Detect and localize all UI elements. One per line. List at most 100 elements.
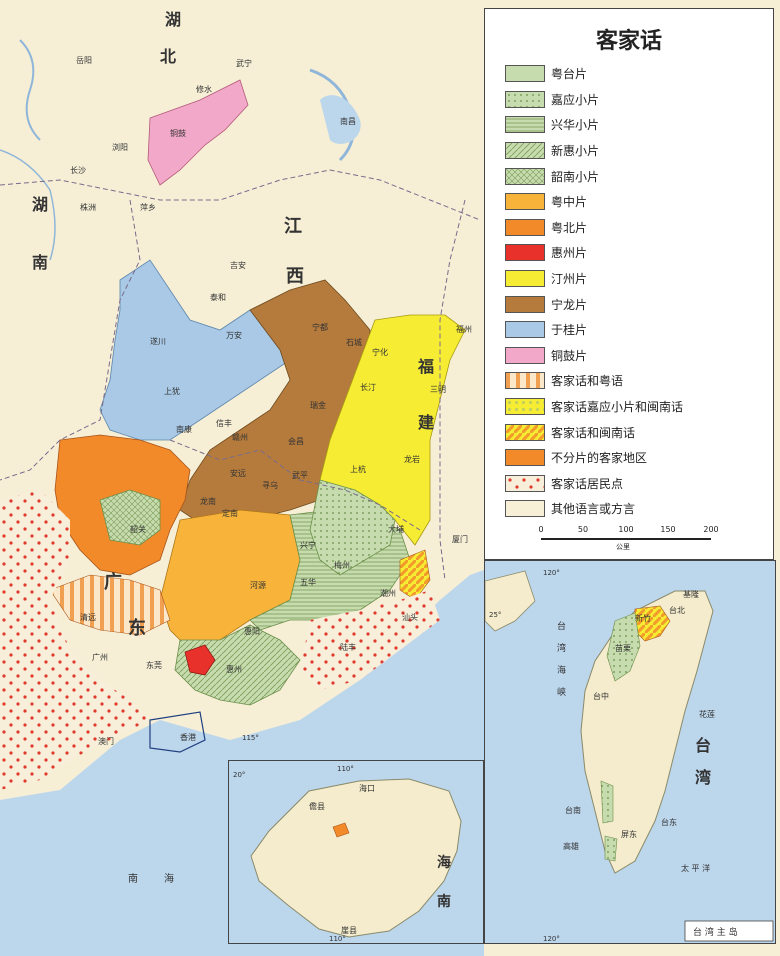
city-label: 南康 [176,424,192,434]
legend-item: 不分片的客家地区 [505,445,683,471]
legend-swatch [505,474,545,492]
city-label: 瑞金 [310,400,326,410]
legend-swatch [505,65,545,83]
city-label: 香港 [180,732,196,742]
coord-110b: 110° [329,935,346,943]
legend-item: 粤中片 [505,189,683,215]
legend-label: 韶南小片 [551,169,600,184]
region-fujian: 福 [417,357,434,376]
legend-item: 惠州片 [505,240,683,266]
hainan-map: 海口 儋县 崖县 海 南 110° 110° 20° [233,765,462,943]
legend-item: 粤台片 [505,61,683,87]
coord-110a: 110° [337,765,354,773]
city-tainan: 台南 [565,805,581,815]
legend-label: 客家话居民点 [551,476,624,491]
legend-label: 于桂片 [551,323,588,338]
scale-tick: 0 [538,525,544,534]
taiwan-map: 基隆 台北 新竹 苗栗 台中 台南 高雄 屏东 花莲 台东 台 湾 台 湾 海 … [484,569,774,943]
legend-item: 新惠小片 [505,138,683,164]
region-taiwan: 台 [695,736,711,755]
hainan-inset: 海口 儋县 崖县 海 南 110° 110° 20° [228,760,484,944]
sea-strait-2: 湾 [557,642,566,654]
legend-label: 宁龙片 [551,297,588,312]
city-label: 长汀 [360,382,376,392]
legend-item: 其他语言或方言 [505,496,683,522]
city-label: 上犹 [164,386,180,396]
city-label: 福州 [456,325,472,334]
legend-label: 兴华小片 [551,118,600,133]
city-label: 遂川 [150,336,166,346]
legend-label: 粤中片 [551,195,588,210]
legend-label: 汀州片 [551,272,588,287]
city-label: 清远 [80,612,96,622]
scale-bar: 0 50 100 150 200 公里 [538,525,718,555]
legend-item: 铜鼓片 [505,343,683,369]
city-label: 武平 [292,470,308,480]
city-gaoxiong: 高雄 [563,841,579,851]
legend-item: 兴华小片 [505,112,683,138]
city-label: 汕头 [402,612,418,622]
city-label: 株洲 [80,202,96,212]
city-label: 韶关 [130,524,146,534]
legend-item: 于桂片 [505,317,683,343]
city-label: 惠州 [226,664,242,674]
city-label: 梅州 [334,560,350,570]
city-label: 安远 [230,468,246,478]
city-taizhong: 台中 [593,691,609,701]
city-label: 兴宁 [300,540,316,550]
city-label: 吉安 [230,260,246,270]
scale-line [541,538,711,540]
legend-item: 客家话和闽南话 [505,419,683,445]
region-hubei-2: 北 [160,47,176,66]
city-danzhou: 儋县 [309,801,325,811]
legend-item: 客家话和粤语 [505,368,683,394]
legend-swatch [505,90,545,108]
legend-swatch [505,398,545,416]
coord-25: 25° [489,611,501,619]
city-label: 泰和 [210,292,226,302]
legend-swatch [505,244,545,262]
city-taibei: 台北 [669,605,685,615]
sea-strait-4: 峡 [557,686,566,698]
coord-120b: 120° [543,935,560,943]
legend-label: 嘉应小片 [551,92,600,107]
sea-pacific: 太 平 洋 [681,863,710,873]
legend-swatch [505,116,545,134]
legend-list: 粤台片嘉应小片兴华小片新惠小片韶南小片粤中片粤北片惠州片汀州片宁龙片于桂片铜鼓片… [505,61,683,522]
city-label: 浏阳 [112,142,128,152]
sea-south-2: 海 [164,872,174,885]
city-label: 潮州 [380,588,396,598]
legend-swatch [505,193,545,211]
city-label: 澳门 [98,736,114,746]
legend-label: 客家话和粤语 [551,374,624,389]
legend-swatch [505,167,545,185]
city-label: 石城 [346,338,362,347]
region-taiwan-2: 湾 [695,768,711,787]
legend-swatch [505,142,545,160]
region-guangdong-2: 东 [128,617,146,639]
city-label: 寻乌 [262,480,278,490]
city-label: 萍乡 [140,202,156,212]
city-label: 河源 [250,580,266,590]
city-haikou: 海口 [359,783,375,793]
sea-south: 南 [128,872,138,885]
region-jiangxi-2: 西 [286,266,304,287]
legend-label: 惠州片 [551,246,588,261]
legend-label: 粤北片 [551,220,588,235]
legend-label: 新惠小片 [551,144,600,159]
legend-swatch [505,321,545,339]
city-label: 龙南 [200,496,216,506]
legend-title: 客家话 [595,29,662,54]
city-hualian: 花莲 [699,709,715,719]
region-fujian-2: 建 [418,413,434,432]
city-label: 上杭 [350,464,366,474]
legend-item: 宁龙片 [505,291,683,317]
scale-tick: 200 [703,525,719,534]
city-label: 龙岩 [404,454,420,464]
legend-label: 不分片的客家地区 [551,451,648,466]
city-jilong: 基隆 [683,589,699,599]
city-label: 三明 [430,385,446,394]
city-label: 大埔 [388,524,404,534]
legend-swatch [505,346,545,364]
city-label: 陆丰 [340,642,356,652]
